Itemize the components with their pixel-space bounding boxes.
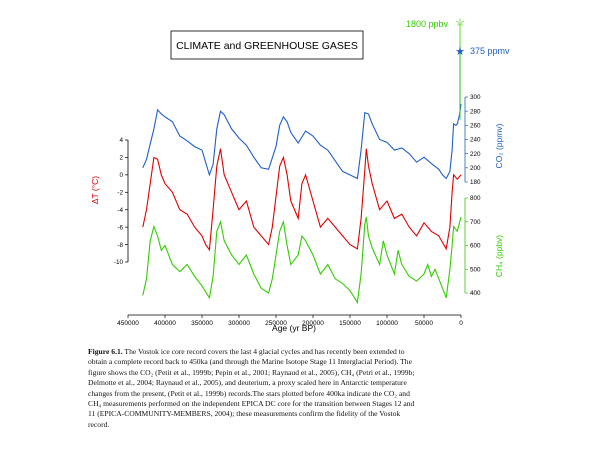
temp-tick-label: 4 [119,137,123,144]
x-tick-label: 150000 [339,320,361,327]
x-tick-label: 200000 [302,320,324,327]
co2-tick-label: 300 [470,94,481,101]
caption-line: The Vostok ice core record covers the la… [122,347,405,356]
ch4-series-line [142,216,462,305]
co2-tick-label: 180 [470,179,481,186]
caption-line: 11 (EPICA-COMMUNITY-MEMBERS, 2004); thes… [88,409,401,419]
x-axis-label: Age (yr BP) [272,323,316,333]
x-tick-label: 0 [459,320,463,327]
x-tick-label: 400000 [154,320,176,327]
ch4-axis-ticks: 800 700 600 500 400 [465,195,481,297]
co2-tick-label: 280 [470,108,481,115]
title-box [170,30,364,60]
temp-axis-ticks: 4 2 0 -2 -4 -6 -8 -10 [114,137,128,266]
temp-series-line [142,148,462,252]
figure-caption: Figure 6.1. The Vostok ice core record c… [88,347,528,430]
caption-line: Delmotte et al., 2004; Raynaud et al., 2… [88,378,407,388]
x-tick-label: 100000 [376,320,398,327]
temp-tick-label: 2 [119,155,123,162]
caption-line: record. [88,419,110,429]
ch4-star-label: 1800 ppbv [406,19,449,29]
climate-chart: CLIMATE and GREENHOUSE GASES 450000 40000… [90,17,510,333]
temp-tick-label: 0 [119,172,123,179]
caption-line: CH₄ measurements performed on the indepe… [88,399,415,409]
x-tick-label: 250000 [265,320,287,327]
ch4-star-icon: ☆ [455,17,465,29]
temp-tick-label: -10 [114,259,124,266]
temp-tick-label: -4 [117,207,123,214]
co2-tick-label: 220 [470,151,481,158]
temp-tick-label: -6 [117,224,123,231]
co2-tick-label: 240 [470,137,481,144]
co2-star-icon: ★ [455,46,465,58]
co2-tick-label: 260 [470,123,481,130]
co2-axis-ticks: 300 280 260 240 220 200 180 [465,94,481,186]
ch4-tick-label: 500 [470,266,481,273]
caption-line: changes from the present, (Petit et al.,… [88,388,410,398]
chart-title: CLIMATE and GREENHOUSE GASES [176,40,358,52]
x-tick-label: 350000 [191,320,213,327]
caption-line: figure shows the CO₂ (Petit et al., 1999… [88,367,415,377]
ch4-tick-label: 600 [470,243,481,250]
co2-star-label: 375 ppmv [470,46,510,56]
x-tick-label: 450000 [117,320,139,327]
ch4-axis-label: CH₄ (ppbv) [494,235,504,277]
co2-axis-label: CO₂ (ppmv) [494,123,504,168]
x-tick-label: 50000 [415,320,433,327]
x-axis-ticks: 450000 400000 350000 300000 250000 200000 1500… [117,315,463,327]
x-tick-label: 300000 [228,320,250,327]
ch4-tick-label: 400 [470,290,481,297]
temp-tick-label: -2 [117,189,123,196]
caption-line: obtain a complete record back to 450ka (… [88,357,412,367]
ch4-tick-label: 700 [470,219,481,226]
temp-tick-label: -8 [117,242,123,249]
ch4-tick-label: 800 [470,195,481,202]
temp-axis-label: ΔT (°C) [90,176,100,204]
co2-series-line [142,104,462,180]
caption-label: Figure 6.1. [88,347,123,356]
co2-tick-label: 200 [470,165,481,172]
